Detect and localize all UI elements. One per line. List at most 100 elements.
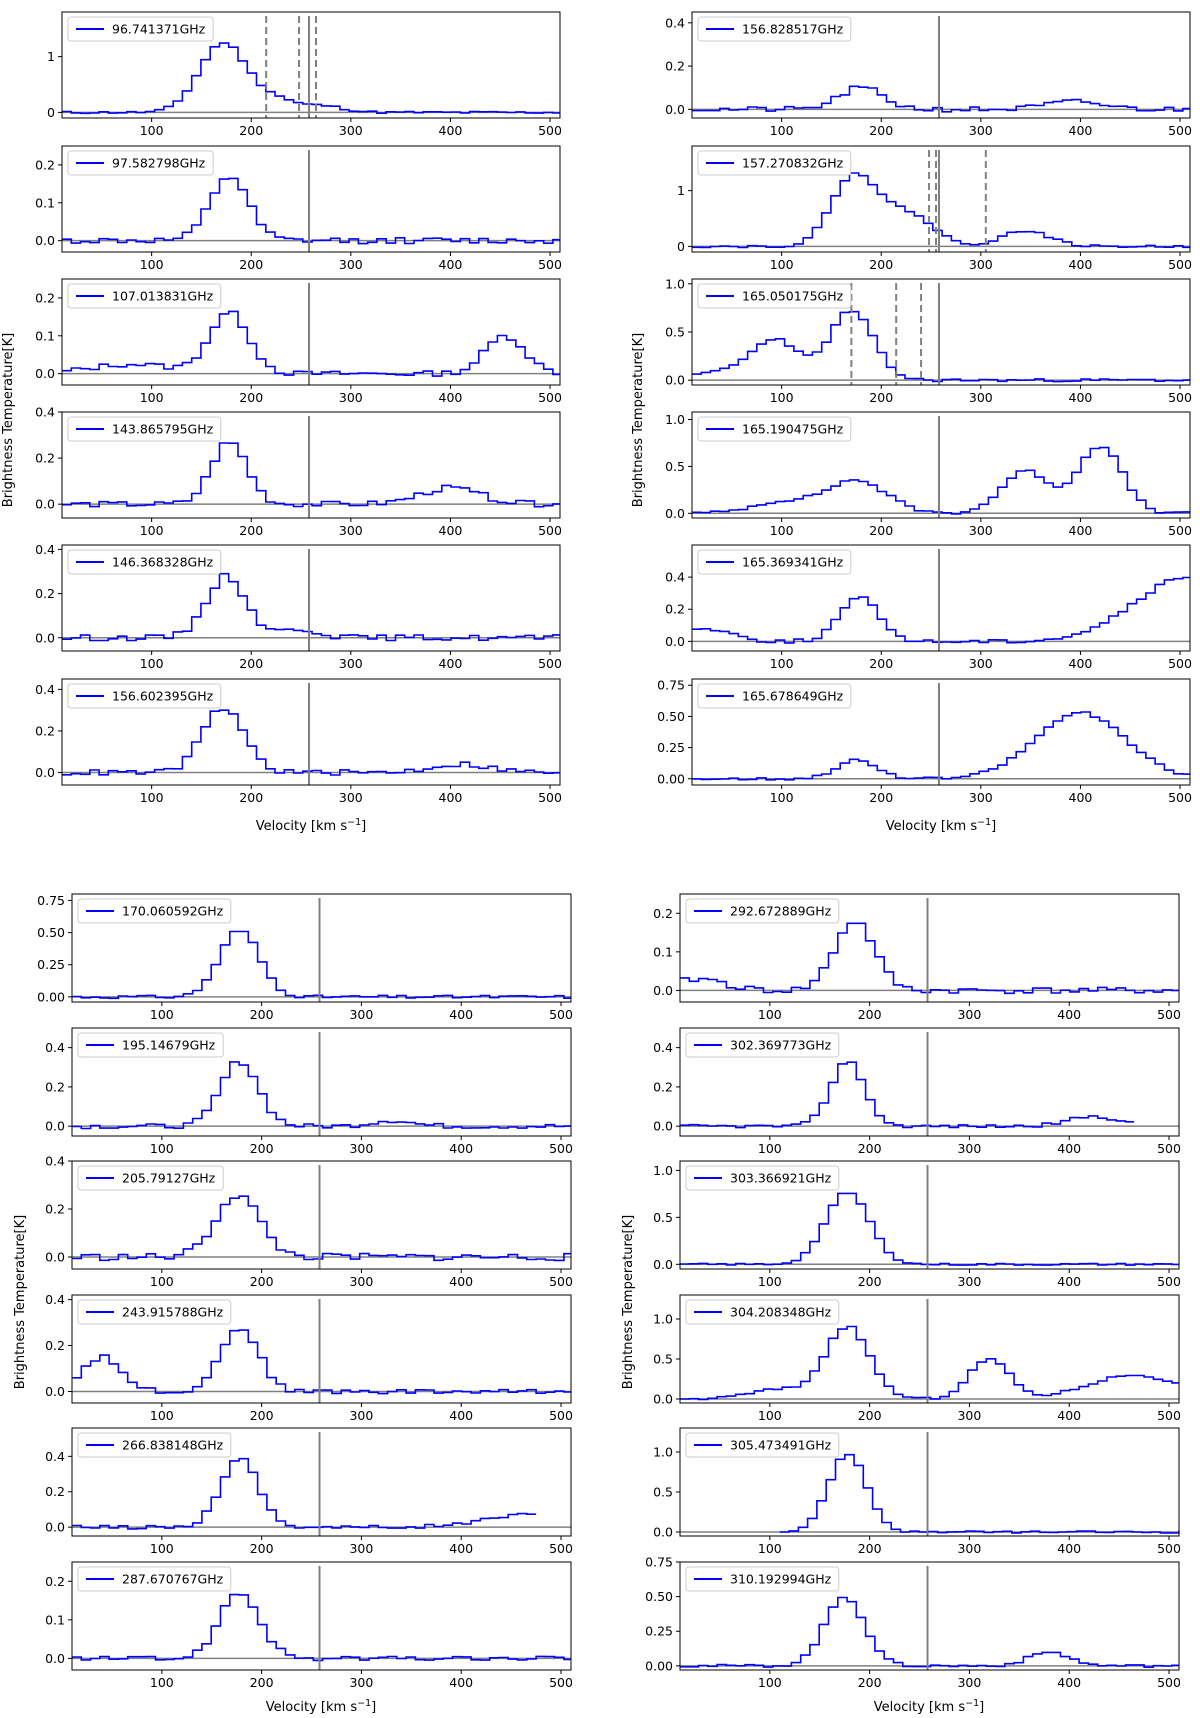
legend-box — [77, 1299, 232, 1325]
x-tick-label: 400 — [439, 790, 463, 805]
y-tick-label: 0.2 — [653, 906, 673, 921]
x-tick-label: 100 — [770, 390, 794, 405]
x-tick-label: 500 — [1157, 1675, 1181, 1690]
legend-label: 292.672889GHz — [730, 904, 832, 919]
y-tick-label: 0.0 — [665, 102, 685, 117]
x-tick-label: 200 — [250, 1675, 274, 1690]
y-tick-label: 1.0 — [653, 1163, 673, 1178]
x-tick-label: 100 — [140, 123, 164, 138]
x-tick-label: 500 — [538, 523, 562, 538]
x-tick-label: 400 — [449, 1141, 473, 1156]
x-tick-label: 400 — [439, 390, 463, 405]
x-tick-label: 200 — [858, 1408, 882, 1423]
spectrum-line — [692, 310, 1190, 383]
spectrum-panel: 100 200 300 400 500 0.0 0.1 0.2 97.582798GHz — [35, 145, 562, 272]
x-tick-label: 300 — [339, 656, 363, 671]
legend-box — [67, 683, 222, 709]
x-tick-label: 100 — [770, 123, 794, 138]
y-tick-label: 0.4 — [653, 1040, 673, 1055]
y-tick-label: 0.5 — [653, 1485, 673, 1500]
x-tick-label: 100 — [758, 1675, 782, 1690]
legend: 243.915788GHz — [77, 1299, 232, 1325]
y-tick-label: 0.2 — [35, 723, 55, 738]
legend-box — [697, 283, 852, 309]
legend-label: 170.060592GHz — [122, 904, 224, 919]
spectrum-line — [72, 1457, 537, 1530]
legend: 302.369773GHz — [685, 1032, 840, 1058]
x-tick-label: 200 — [869, 390, 893, 405]
spectrum-line — [72, 1593, 571, 1662]
spectrum-panel: 100 200 300 400 500 0.0 0.2 0.4 205.79127GHz — [45, 1154, 573, 1290]
x-tick-label: 300 — [957, 1007, 981, 1022]
x-tick-label: 300 — [349, 1541, 373, 1556]
axes-frame — [679, 1561, 1180, 1671]
legend-box — [697, 16, 852, 42]
legend-label: 302.369773GHz — [730, 1038, 832, 1053]
spectrum-panel: 100 200 300 400 500 0.0 0.2 0.4 146.368328GHz — [35, 542, 562, 671]
x-tick-label: 300 — [349, 1675, 373, 1690]
y-tick-label: 0.0 — [653, 1257, 673, 1272]
y-tick-label: 1 — [677, 183, 685, 198]
spectrum-line — [692, 446, 1190, 515]
legend-label: 165.678649GHz — [742, 689, 844, 704]
x-tick-label: 400 — [1069, 523, 1093, 538]
x-tick-label: 100 — [150, 1007, 174, 1022]
axes-frame — [71, 1294, 572, 1404]
y-tick-label: 0.1 — [653, 944, 673, 959]
axes-frame — [679, 893, 1180, 1003]
legend: 287.670767GHz — [77, 1566, 232, 1592]
y-tick-label: 0 — [47, 105, 55, 120]
y-tick-label: 0.4 — [45, 1040, 65, 1055]
y-tick-label: 1.0 — [665, 412, 685, 427]
spectrum-panel: 100 200 300 400 500 0.0 0.2 0.4 156.602395GHz — [35, 678, 562, 805]
x-tick-label: 500 — [538, 257, 562, 272]
y-tick-label: 0.25 — [657, 740, 685, 755]
legend-label: 287.670767GHz — [122, 1572, 224, 1587]
y-tick-label: 0.5 — [665, 325, 685, 340]
y-tick-label: 0.2 — [35, 451, 55, 466]
legend-box — [77, 1165, 224, 1191]
x-tick-label: 400 — [1069, 257, 1093, 272]
x-tick-label: 200 — [858, 1274, 882, 1289]
y-tick-label: 0.00 — [37, 989, 65, 1004]
x-tick-label: 300 — [969, 257, 993, 272]
spectrum-panel: 100 200 300 400 500 0.0 0.5 1.0 305.473491GHz — [653, 1427, 1181, 1556]
x-tick-label: 100 — [150, 1408, 174, 1423]
x-tick-label: 500 — [549, 1541, 573, 1556]
legend-box — [77, 1032, 224, 1058]
y-tick-label: 0.0 — [45, 1520, 65, 1535]
x-tick-label: 100 — [770, 656, 794, 671]
xlabel-top-right: Velocity [km s−1] — [886, 817, 996, 834]
legend-label: 97.582798GHz — [112, 156, 206, 171]
x-tick-label: 400 — [1069, 790, 1093, 805]
xlabel-bottom-left: Velocity [km s−1] — [266, 1698, 376, 1715]
legend-box — [697, 683, 852, 709]
spectrum-panel: 100 200 300 400 500 0 1 96.741371GHz — [47, 11, 562, 138]
y-tick-label: 0.4 — [35, 542, 55, 557]
x-tick-label: 200 — [869, 656, 893, 671]
x-tick-label: 200 — [250, 1007, 274, 1022]
x-tick-label: 400 — [449, 1274, 473, 1289]
x-tick-label: 100 — [150, 1141, 174, 1156]
x-tick-label: 100 — [758, 1274, 782, 1289]
legend: 96.741371GHz — [67, 16, 214, 42]
x-tick-label: 300 — [339, 123, 363, 138]
x-tick-label: 400 — [1057, 1675, 1081, 1690]
legend-label: 310.192994GHz — [730, 1572, 832, 1587]
y-tick-label: 0.0 — [653, 1525, 673, 1540]
y-tick-label: 0.4 — [45, 1292, 65, 1307]
x-tick-label: 300 — [969, 123, 993, 138]
x-tick-label: 100 — [770, 523, 794, 538]
x-tick-label: 200 — [239, 523, 263, 538]
axes-frame — [691, 11, 1191, 119]
spectrum-line — [692, 172, 1190, 249]
x-tick-label: 500 — [1168, 790, 1192, 805]
legend: 156.828517GHz — [697, 16, 852, 42]
x-tick-label: 200 — [869, 123, 893, 138]
spectrum-panel: 100 200 300 400 500 0.0 0.2 0.4 195.14679GHz — [45, 1027, 573, 1156]
y-tick-label: 0.00 — [645, 1658, 673, 1673]
x-tick-label: 300 — [349, 1274, 373, 1289]
axes-frame — [61, 678, 561, 786]
y-tick-label: 0.25 — [645, 1624, 673, 1639]
y-tick-label: 0.25 — [37, 957, 65, 972]
